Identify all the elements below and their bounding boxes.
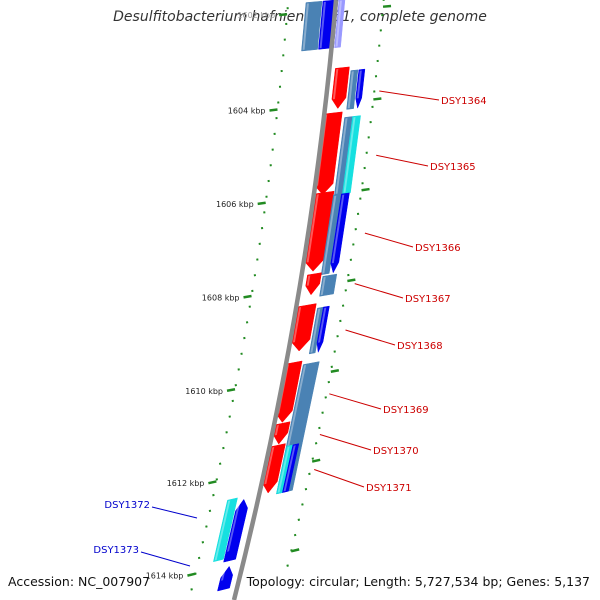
label-leader-line: [354, 283, 404, 299]
label-leader-line: [329, 393, 382, 410]
major-tick: [347, 278, 356, 283]
tick-label: 1612 kbp: [167, 479, 205, 488]
major-tick: [361, 187, 370, 192]
gene-feature[interactable]: [331, 66, 350, 109]
gene-label[interactable]: DSY1366: [415, 243, 461, 254]
gene-label[interactable]: DSY1367: [405, 294, 451, 305]
gene-feature[interactable]: [301, 0, 323, 52]
gene-label[interactable]: DSY1371: [366, 483, 412, 494]
genome-backbone: [231, 0, 339, 600]
feature-highlight: [331, 194, 345, 264]
feature-highlight: [306, 275, 311, 286]
tick-label: 1604 kbp: [228, 107, 266, 116]
gene-label[interactable]: DSY1369: [383, 405, 429, 416]
tick-layer: 1602 kbp 1604 kbp 1606 kbp 1608 kbp 1610 kbp…: [146, 0, 392, 591]
gene-label[interactable]: DSY1372: [104, 500, 150, 511]
feature-highlight: [277, 446, 290, 493]
label-leader-line: [345, 329, 396, 346]
major-tick: [187, 572, 196, 577]
feature-highlight: [319, 1, 326, 49]
major-tick: [269, 108, 278, 112]
feature-highlight: [335, 0, 342, 47]
gene-label[interactable]: DSY1368: [397, 341, 443, 352]
major-tick: [257, 201, 266, 206]
gene-feature[interactable]: [355, 68, 366, 109]
major-tick: [279, 13, 288, 17]
major-tick: [311, 458, 321, 463]
feature-highlight: [274, 425, 279, 436]
feature-highlight: [283, 445, 296, 492]
gene-feature[interactable]: [217, 565, 233, 592]
gene-feature[interactable]: [316, 305, 330, 354]
label-leader-line: [140, 551, 191, 567]
feature-highlight: [322, 195, 337, 274]
feature-layer: [213, 0, 366, 592]
feature-highlight: [318, 307, 327, 343]
feature-highlight: [356, 70, 362, 99]
topology-label: Topology: circular; Length: 5,727,534 bp…: [246, 574, 590, 589]
major-tick: [330, 368, 340, 373]
gene-label[interactable]: DSY1370: [373, 446, 419, 457]
feature-highlight: [320, 276, 326, 296]
major-tick: [208, 480, 217, 485]
feature-highlight: [302, 3, 309, 50]
gene-feature[interactable]: [330, 192, 350, 274]
feature-highlight: [227, 501, 241, 552]
tick-label: 1614 kbp: [146, 572, 184, 581]
major-tick: [226, 388, 236, 392]
label-leader-line: [314, 469, 365, 488]
tick-label: 1602 kbp: [237, 11, 275, 20]
label-leader-line: [151, 506, 198, 519]
feature-highlight: [214, 500, 231, 561]
feature-highlight: [292, 307, 302, 343]
gene-feature[interactable]: [346, 69, 359, 110]
major-tick: [243, 294, 252, 299]
major-tick: [290, 548, 300, 553]
feature-highlight: [264, 446, 275, 485]
gene-feature[interactable]: [342, 115, 361, 195]
gene-feature[interactable]: [308, 306, 324, 355]
feature-highlight: [332, 69, 339, 100]
feature-highlight: [343, 117, 356, 193]
gene-label[interactable]: DSY1364: [441, 96, 487, 107]
label-leader-line: [376, 154, 429, 167]
gene-feature[interactable]: [319, 273, 338, 297]
feature-highlight: [335, 118, 348, 194]
feature-highlight: [306, 194, 319, 263]
gene-feature[interactable]: [282, 443, 300, 493]
gene-label[interactable]: DSY1373: [93, 545, 139, 556]
major-tick: [373, 97, 382, 101]
tick-label: 1610 kbp: [185, 387, 223, 396]
feature-highlight: [347, 71, 354, 109]
accession-label: Accession: NC_007907: [8, 574, 151, 589]
label-leader-line: [364, 232, 414, 248]
feature-highlight: [221, 568, 226, 581]
label-leader-line: [379, 90, 440, 101]
gene-label-layer: DSY1364 DSY1365 DSY1366 DSY1367 DSY1368 DSY13…: [93, 90, 487, 567]
gene-feature[interactable]: [334, 0, 346, 48]
label-leader-line: [319, 434, 372, 451]
gene-feature[interactable]: [305, 272, 322, 296]
gene-feature[interactable]: [223, 498, 248, 563]
feature-highlight: [310, 308, 321, 353]
gene-label[interactable]: DSY1365: [430, 162, 476, 173]
map-title: Desulfitobacterium hafniense Y51, comple…: [113, 9, 487, 25]
tick-label: 1606 kbp: [216, 200, 254, 209]
gene-feature[interactable]: [213, 497, 238, 563]
gene-feature[interactable]: [320, 193, 342, 276]
major-tick: [382, 4, 392, 8]
tick-label: 1608 kbp: [202, 293, 240, 302]
